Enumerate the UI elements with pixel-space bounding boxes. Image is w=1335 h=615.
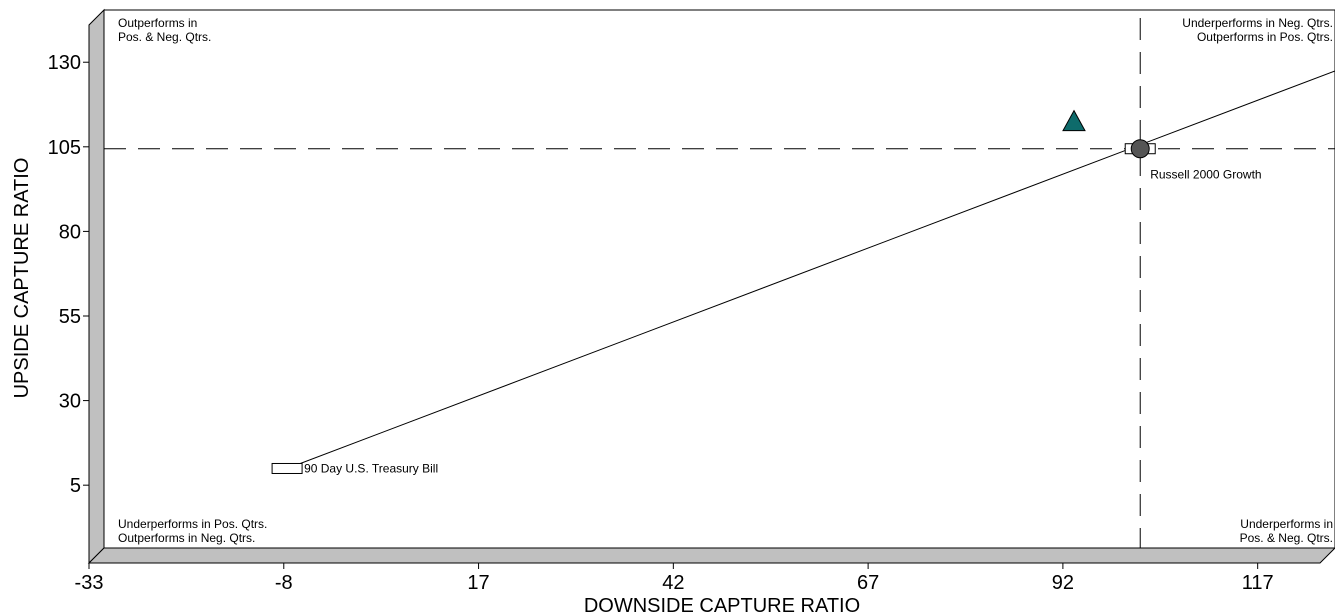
point-label: Russell 2000 Growth — [1150, 168, 1261, 182]
point-label: 90 Day U.S. Treasury Bill — [304, 461, 438, 475]
y-tick-label: 5 — [70, 475, 81, 497]
y-axis-ticks: 5 30 55 80 105 130 — [48, 52, 89, 497]
x-tick-label: -33 — [75, 572, 104, 594]
point-marker-circle — [1130, 139, 1150, 159]
y-tick-label: 55 — [59, 306, 81, 328]
quadrant-bottom-right-line2: Pos. & Neg. Qtrs. — [1240, 531, 1333, 545]
plot-area — [103, 9, 1335, 549]
x-axis-title: DOWNSIDE CAPTURE RATIO — [584, 595, 860, 615]
x-tick-label: 67 — [857, 572, 879, 594]
chart-floor — [87, 547, 1335, 564]
y-tick-label: 80 — [59, 221, 81, 243]
x-tick-label: 42 — [662, 572, 684, 594]
quadrant-top-right-line1: Underperforms in Neg. Qtrs. — [1182, 16, 1333, 30]
chart-left-wall — [88, 8, 105, 565]
quadrant-labels: Outperforms in Pos. & Neg. Qtrs. Underpe… — [118, 16, 1333, 545]
quadrant-bottom-right-line1: Underperforms in — [1240, 517, 1333, 531]
x-tick-label: -8 — [275, 572, 293, 594]
x-axis-ticks: -33 -8 17 42 67 92 117 — [75, 563, 1274, 594]
quadrant-bottom-left-line2: Outperforms in Neg. Qtrs. — [118, 531, 255, 545]
x-tick-label: 117 — [1242, 572, 1274, 594]
quadrant-top-left-line2: Pos. & Neg. Qtrs. — [118, 30, 211, 44]
y-tick-label: 30 — [59, 391, 81, 413]
y-axis-title: UPSIDE CAPTURE RATIO — [11, 158, 33, 399]
x-tick-label: 17 — [467, 572, 489, 594]
point-marker-triangle — [1062, 109, 1086, 132]
data-points: 90 Day U.S. Treasury Bill Russell 2000 Gr… — [271, 109, 1262, 475]
point-marker-rect — [271, 462, 303, 474]
y-tick-label: 105 — [48, 137, 81, 159]
y-tick-label: 130 — [48, 52, 81, 74]
quadrant-top-left-line1: Outperforms in — [118, 16, 197, 30]
quadrant-bottom-left-line1: Underperforms in Pos. Qtrs. — [118, 517, 267, 531]
quadrant-top-right-line2: Outperforms in Pos. Qtrs. — [1197, 30, 1333, 44]
regression-line — [286, 70, 1335, 469]
x-tick-label: 92 — [1052, 572, 1074, 594]
